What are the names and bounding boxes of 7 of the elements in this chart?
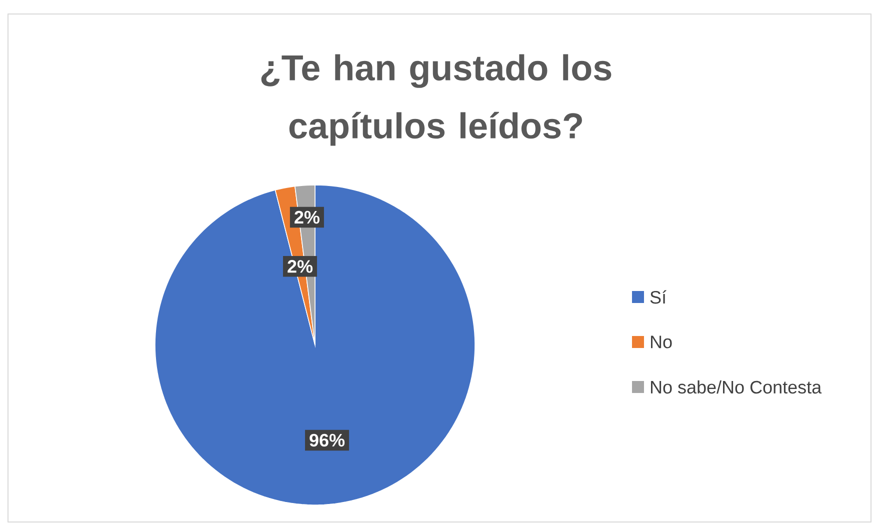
- data-label: 2%: [294, 210, 320, 224]
- data-label: 96%: [310, 434, 345, 447]
- legend-label: No: [651, 336, 672, 348]
- legend-label: Sí: [650, 290, 666, 304]
- legend-label: No sabe/No Contesta: [651, 380, 822, 394]
- chart-title: ¿Te han gustado los capítulos leídos?: [261, 54, 612, 146]
- data-label: 2%: [288, 260, 313, 273]
